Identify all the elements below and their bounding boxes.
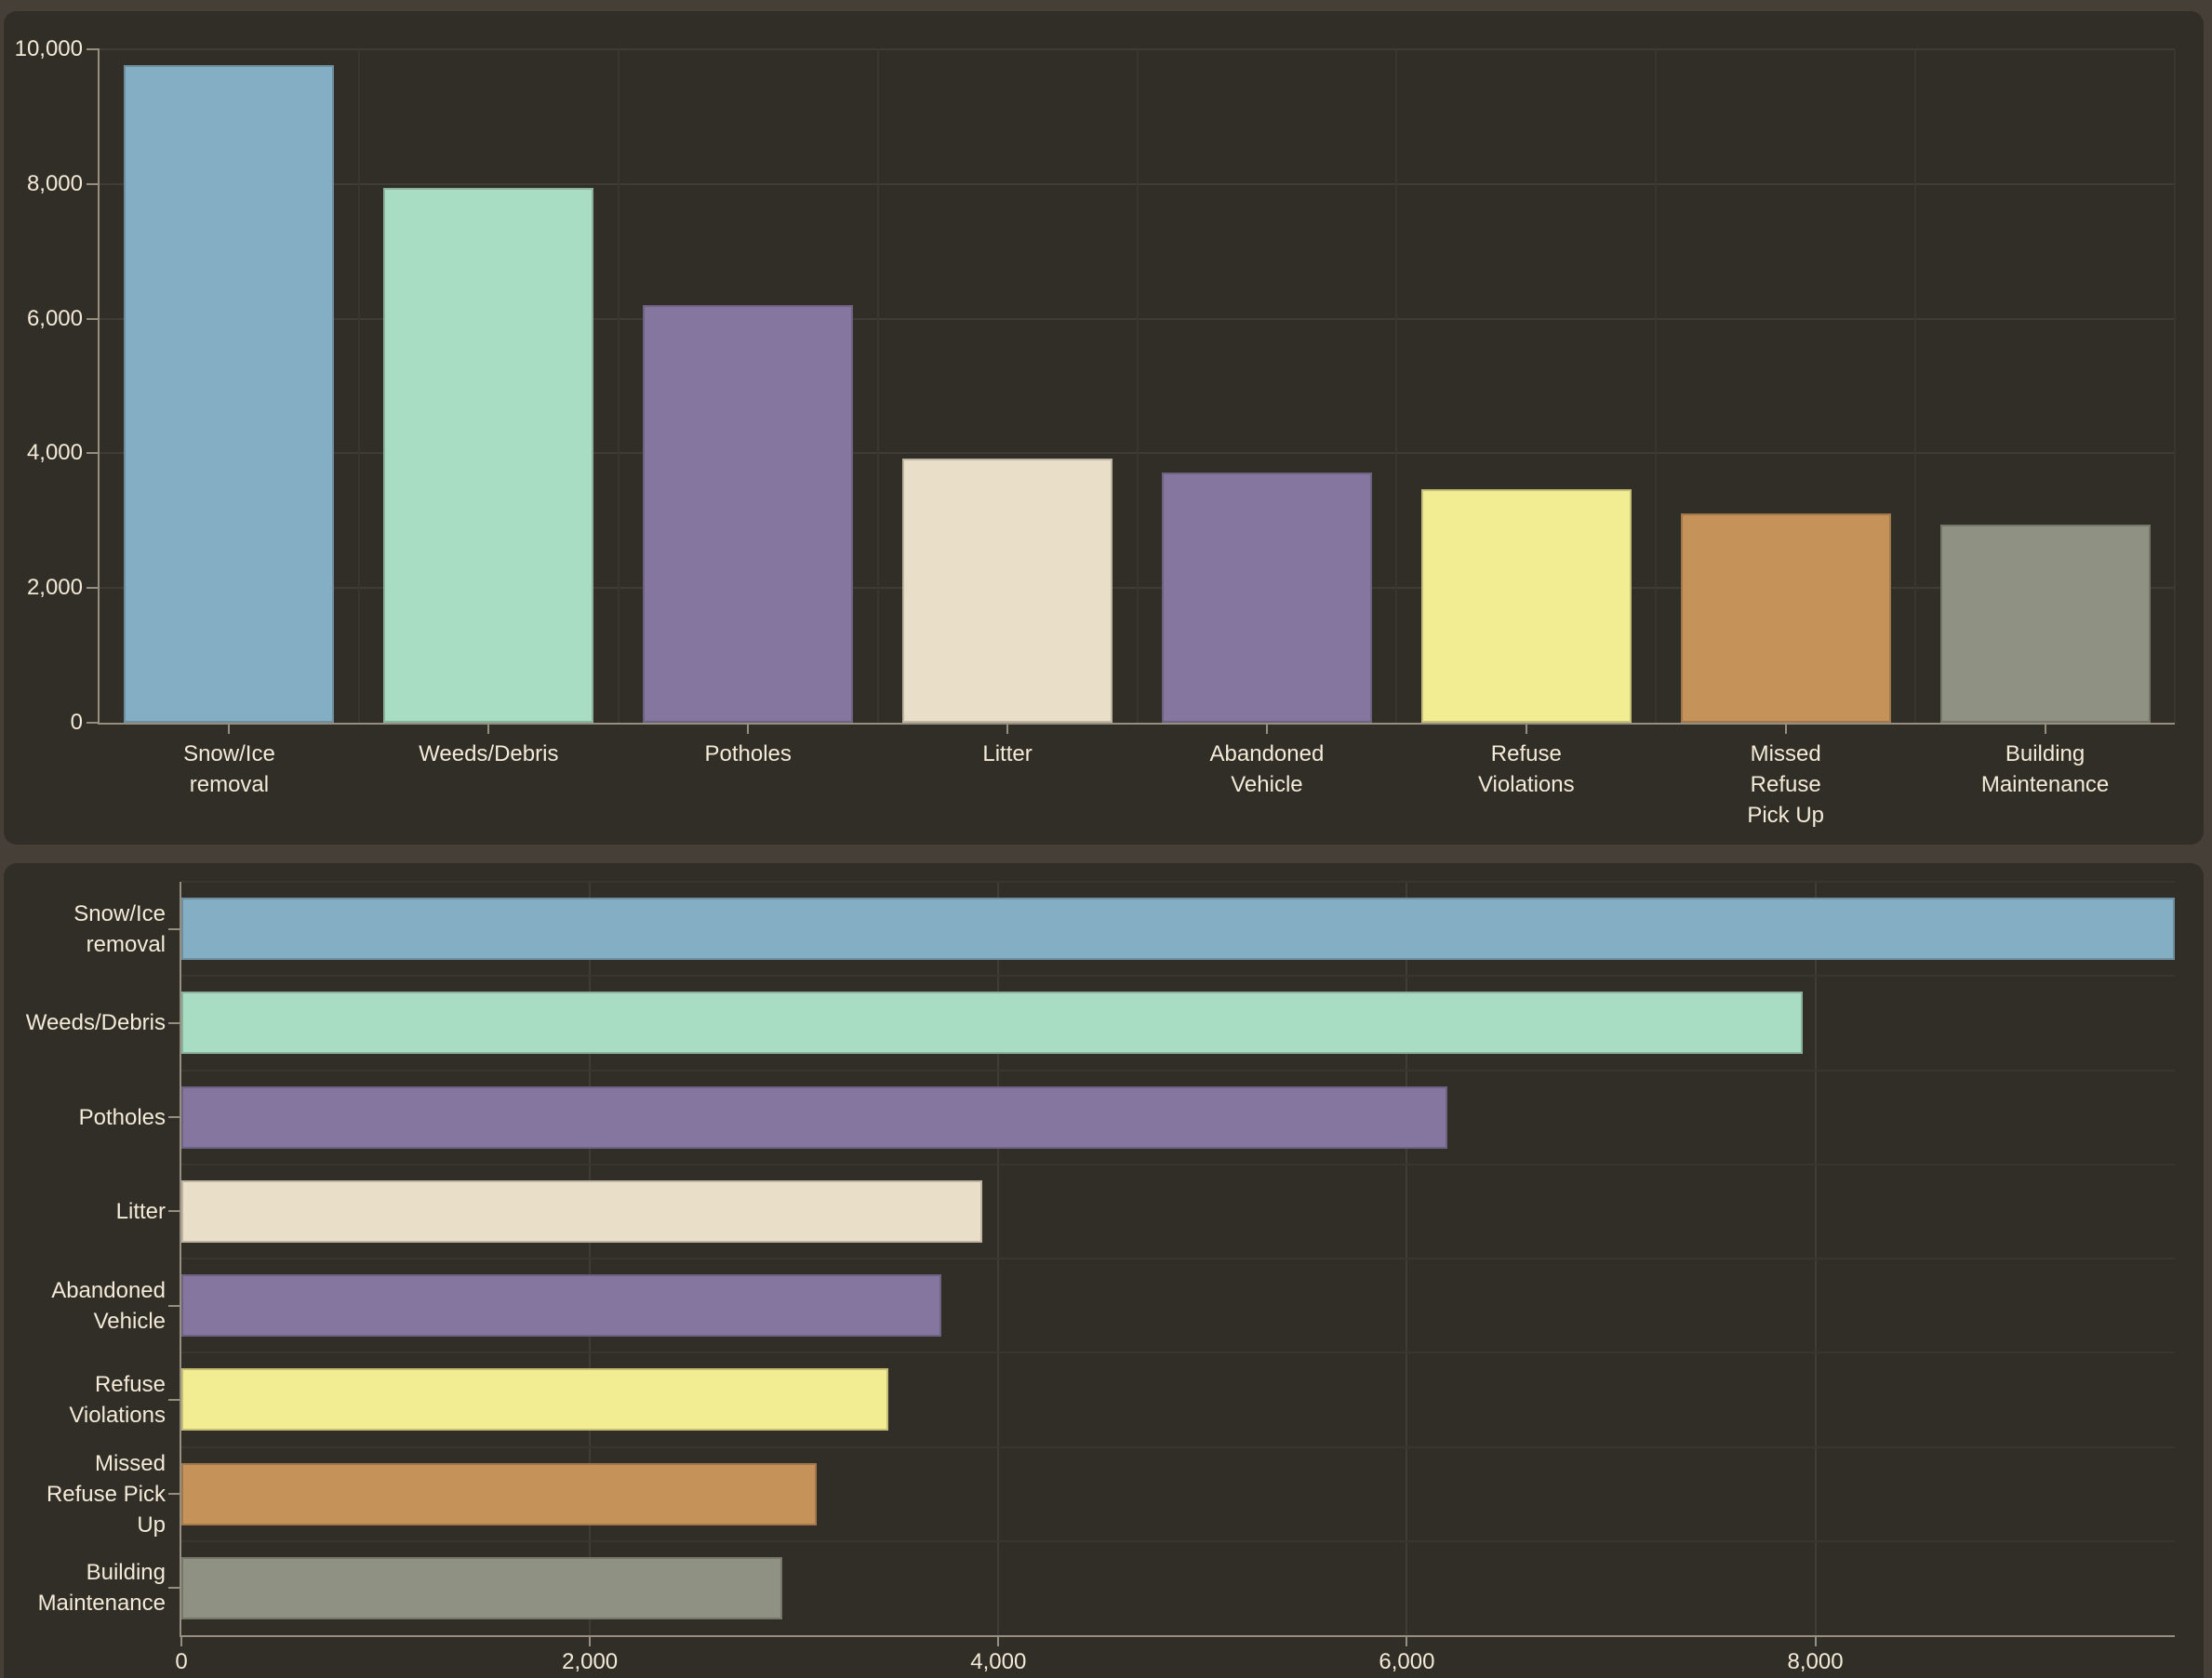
column-chart-x-label-potholes: Potholes [704,741,792,766]
column-chart-y-tick-label-8000: 8,000 [26,170,83,196]
bar-chart-y-tick-mark [168,1493,180,1496]
bar-chart-x-tick-label-2000: 2,000 [562,1649,619,1674]
column-chart-x-tick-mark [2044,725,2046,734]
bar-chart-x-tick-mark [180,1637,182,1646]
bar-chart-y-tick-mark [168,1398,180,1401]
hbar-y-label-building-maintenance: Building Maintenance [37,1560,166,1617]
column-chart-x-axis-line [98,723,2175,725]
bar-chart-x-tick-mark [1406,1637,1408,1646]
hbar-snow-ice-removal[interactable] [181,898,2175,961]
bar-chart-band-line [181,881,2175,883]
bar-chart-band-line [181,1445,2175,1448]
hbar-litter[interactable] [181,1179,982,1243]
column-chart-y-tick-mark [87,587,100,590]
column-chart-y-tick-mark [87,452,100,455]
column-chart-band-line [617,49,620,723]
bar-chart-panel [4,863,2204,1678]
column-chart-y-tick-mark [87,722,100,724]
column-chart-x-tick-mark [228,725,231,734]
column-chart-y-tick-mark [87,317,100,320]
column-bar-litter[interactable] [902,459,1113,723]
column-chart-y-tick-label-0: 0 [70,710,83,735]
column-bar-refuse-violations[interactable] [1420,489,1632,723]
column-chart-x-tick-mark [1265,725,1268,734]
bar-chart-y-axis-line [180,882,181,1637]
hbar-y-label-refuse-violations: Refuse Violations [69,1371,166,1428]
bar-chart-y-tick-mark [168,1304,180,1307]
column-bar-potholes[interactable] [643,305,854,723]
hbar-y-label-abandoned-vehicle: Abandoned Vehicle [51,1277,166,1334]
column-chart-x-tick-mark [487,725,490,734]
column-bar-weeds-debris[interactable] [383,188,594,723]
column-bar-building-maintenance[interactable] [1939,525,2151,723]
column-chart-x-label-litter: Litter [982,741,1033,766]
bar-chart-x-tick-label-0: 0 [175,1649,188,1674]
bar-chart-x-tick-mark [589,1637,592,1646]
hbar-y-label-missed-refuse-pick-up: Missed Refuse Pick Up [46,1450,166,1538]
hbar-potholes[interactable] [181,1085,1448,1149]
column-chart-x-label-refuse-violations: Refuse Violations [1477,741,1575,797]
column-bar-snow-ice-removal[interactable] [124,65,335,723]
column-chart-band-line [1655,49,1658,723]
column-chart-x-tick-mark [1525,725,1527,734]
column-chart-band-line [357,49,360,723]
column-chart-band-line [1136,49,1139,723]
column-chart-y-tick-label-4000: 4,000 [26,440,83,466]
bar-chart-y-tick-mark [168,1587,180,1590]
column-chart-x-label-missed-refuse-pick-up: Missed Refuse Pick Up [1747,741,1825,828]
bar-chart-y-tick-mark [168,1021,180,1024]
column-chart-y-tick-mark [87,48,100,50]
hbar-missed-refuse-pick-up[interactable] [181,1462,817,1525]
hbar-y-label-snow-ice-removal: Snow/Ice removal [73,900,166,957]
hbar-refuse-violations[interactable] [181,1368,888,1432]
column-chart-x-tick-mark [747,725,750,734]
column-chart-band-line [1395,49,1398,723]
bar-chart-band-line [181,1069,2175,1072]
hbar-weeds-debris[interactable] [181,992,1804,1055]
column-chart-y-tick-label-6000: 6,000 [26,305,83,331]
column-chart-y-axis-line [98,49,100,725]
column-chart-y-tick-label-10000: 10,000 [14,36,83,61]
bar-chart-band-line [181,1258,2175,1259]
column-chart-x-label-weeds-debris: Weeds/Debris [419,741,559,766]
column-chart-y-tick-label-2000: 2,000 [26,575,83,601]
bar-chart-band-line [181,1539,2175,1542]
column-chart-band-line [2174,49,2176,723]
bar-chart-x-tick-label-6000: 6,000 [1379,1649,1435,1674]
bar-chart-x-tick-label-4000: 4,000 [970,1649,1027,1674]
column-chart-x-label-abandoned-vehicle: Abandoned Vehicle [1209,741,1325,797]
bar-chart-x-tick-mark [1814,1637,1817,1646]
bar-chart-y-tick-mark [168,1116,180,1119]
bar-chart-x-tick-label-8000: 8,000 [1787,1649,1844,1674]
bar-chart-band-line [181,1163,2175,1165]
column-chart-y-tick-mark [87,182,100,185]
bar-chart-band-line [181,975,2175,978]
column-chart-x-tick-mark [1006,725,1009,734]
column-chart-x-tick-mark [1784,725,1787,734]
hbar-y-label-potholes: Potholes [78,1104,166,1130]
bar-chart-x-tick-mark [997,1637,1000,1646]
bar-chart-x-axis-line [180,1635,2175,1637]
hbar-y-label-weeds-debris: Weeds/Debris [25,1010,166,1036]
hbar-y-label-litter: Litter [115,1198,166,1224]
column-chart-x-label-snow-ice-removal: Snow/Ice removal [183,741,275,797]
hbar-building-maintenance[interactable] [181,1556,782,1619]
column-chart-band-line [876,49,879,723]
column-bar-abandoned-vehicle[interactable] [1161,472,1372,723]
hbar-abandoned-vehicle[interactable] [181,1274,941,1338]
bar-chart-band-line [181,1352,2175,1354]
bar-chart-y-tick-mark [168,927,180,930]
column-chart-x-label-building-maintenance: Building Maintenance [1980,741,2110,797]
bar-chart-y-tick-mark [168,1210,180,1213]
column-bar-missed-refuse-pick-up[interactable] [1680,513,1891,723]
column-chart-band-line [1914,49,1917,723]
